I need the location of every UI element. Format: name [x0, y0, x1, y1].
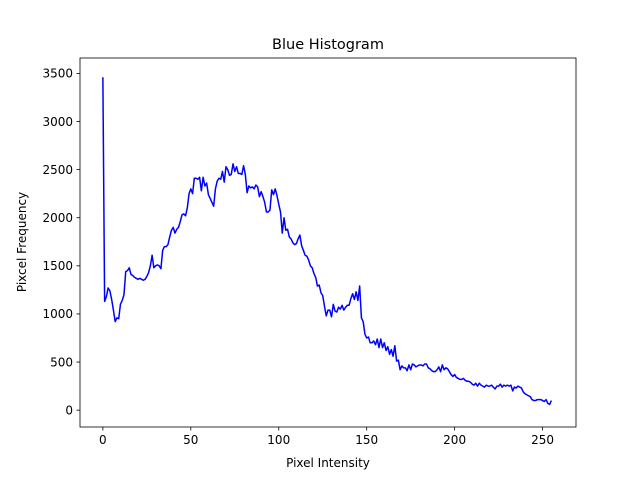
y-tick-label: 0 — [65, 403, 73, 417]
y-tick-label: 500 — [50, 355, 73, 369]
y-tick-label: 3000 — [42, 115, 73, 129]
y-tick-label: 2000 — [42, 211, 73, 225]
y-tick-label: 1000 — [42, 307, 73, 321]
axes-frame — [79, 57, 577, 428]
x-axis-label: Pixel Intensity — [286, 456, 370, 470]
chart-title: Blue Histogram — [272, 37, 384, 53]
y-tick-label: 2500 — [42, 163, 73, 177]
series-line-0 — [102, 77, 553, 406]
y-axis-label: Pixcel Frequency — [15, 192, 29, 292]
x-tick-label: 0 — [99, 433, 107, 447]
y-tick-label: 1500 — [42, 259, 73, 273]
x-tick-label: 250 — [531, 433, 554, 447]
plot-area: 0 50 100 150 200 2500500100015002000250030003… — [42, 57, 577, 447]
x-tick-label: 100 — [267, 433, 290, 447]
x-tick-label: 50 — [183, 433, 198, 447]
x-tick-label: 150 — [355, 433, 378, 447]
x-tick-label: 200 — [443, 433, 466, 447]
y-tick-label: 3500 — [42, 67, 73, 81]
